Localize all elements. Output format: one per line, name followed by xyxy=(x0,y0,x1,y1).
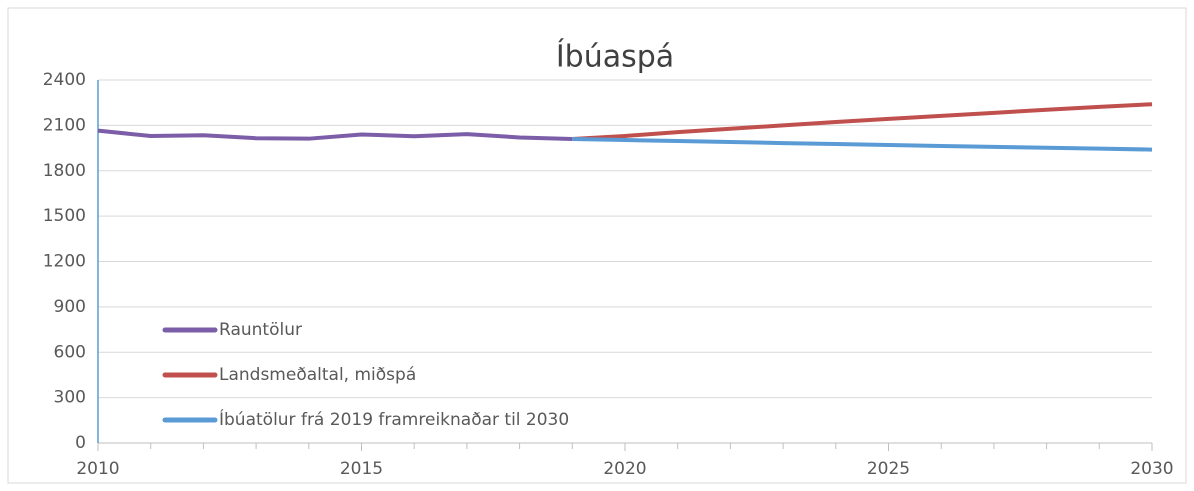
y-tick-label: 300 xyxy=(54,388,86,408)
legend-label: Íbúatölur frá 2019 framreiknaðar til 203… xyxy=(219,408,569,430)
y-tick-label: 2400 xyxy=(43,70,86,90)
chart-title: Íbúaspá xyxy=(556,39,674,75)
y-tick-label: 600 xyxy=(54,342,86,362)
chart-border xyxy=(7,7,1187,484)
x-tick-label: 2030 xyxy=(1130,459,1173,479)
y-tick-label: 1200 xyxy=(43,252,86,272)
y-tick-label: 900 xyxy=(54,297,86,317)
series-line xyxy=(97,128,573,141)
legend-label: Rauntölur xyxy=(219,320,302,340)
x-tick-label: 2010 xyxy=(76,459,119,479)
x-tick-label: 2015 xyxy=(340,459,383,479)
x-tick-label: 2025 xyxy=(867,459,910,479)
y-tick-label: 0 xyxy=(75,433,86,453)
legend-label: Landsmeðaltal, miðspá xyxy=(219,365,416,385)
y-tick-label: 1500 xyxy=(43,206,86,226)
y-tick-label: 2100 xyxy=(43,115,86,135)
y-tick-label: 1800 xyxy=(43,161,86,181)
series-line xyxy=(572,102,1153,141)
x-tick-label: 2020 xyxy=(603,459,646,479)
series-line xyxy=(572,136,1153,152)
